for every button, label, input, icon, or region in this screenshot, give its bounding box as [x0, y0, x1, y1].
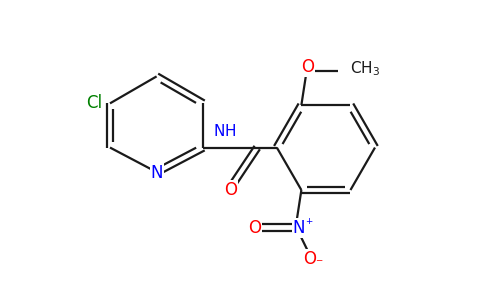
- Text: H: H: [225, 124, 236, 139]
- Text: Cl: Cl: [87, 94, 103, 112]
- Text: N: N: [214, 124, 225, 139]
- Text: O: O: [303, 250, 316, 268]
- Text: O: O: [224, 181, 237, 199]
- Text: N: N: [293, 219, 305, 237]
- Text: O: O: [301, 58, 314, 76]
- Text: O: O: [248, 219, 261, 237]
- Text: $^+$: $^+$: [303, 218, 314, 231]
- Text: N: N: [151, 164, 163, 182]
- Text: $^-$: $^-$: [315, 257, 325, 270]
- Text: CH$_3$: CH$_3$: [350, 59, 380, 78]
